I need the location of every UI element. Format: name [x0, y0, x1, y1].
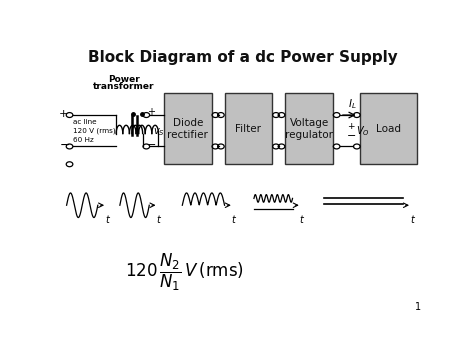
Text: +: +	[146, 107, 155, 117]
Text: Load: Load	[376, 124, 401, 134]
Text: t: t	[105, 215, 109, 225]
Text: Power: Power	[108, 75, 139, 84]
Text: t: t	[300, 215, 304, 225]
Text: +: +	[347, 122, 355, 131]
Text: −: −	[346, 131, 356, 141]
Text: t: t	[410, 215, 414, 225]
Text: Block Diagram of a dc Power Supply: Block Diagram of a dc Power Supply	[88, 50, 398, 65]
Bar	[360, 93, 418, 164]
Text: Diode
rectifier: Diode rectifier	[167, 118, 208, 140]
Bar	[164, 93, 212, 164]
Text: t: t	[156, 215, 160, 225]
Text: Filter: Filter	[236, 124, 262, 134]
Text: −: −	[146, 140, 156, 150]
Text: t: t	[232, 215, 236, 225]
Text: +: +	[59, 109, 69, 119]
Text: Voltage
regulator: Voltage regulator	[285, 118, 333, 140]
Text: −: −	[59, 138, 70, 152]
Text: $120\,\dfrac{N_2}{N_1}\,V\,\mathrm{(rms)}$: $120\,\dfrac{N_2}{N_1}\,V\,\mathrm{(rms)…	[125, 252, 244, 293]
Bar	[225, 93, 272, 164]
Text: $V_O$: $V_O$	[356, 124, 369, 138]
Bar	[285, 93, 333, 164]
Text: transformer: transformer	[93, 82, 154, 91]
Text: 1: 1	[415, 302, 421, 312]
Text: ac line
120 V (rms)
60 Hz: ac line 120 V (rms) 60 Hz	[73, 119, 116, 143]
Text: $v_S$: $v_S$	[153, 126, 165, 138]
Text: $I_L$: $I_L$	[348, 97, 356, 111]
